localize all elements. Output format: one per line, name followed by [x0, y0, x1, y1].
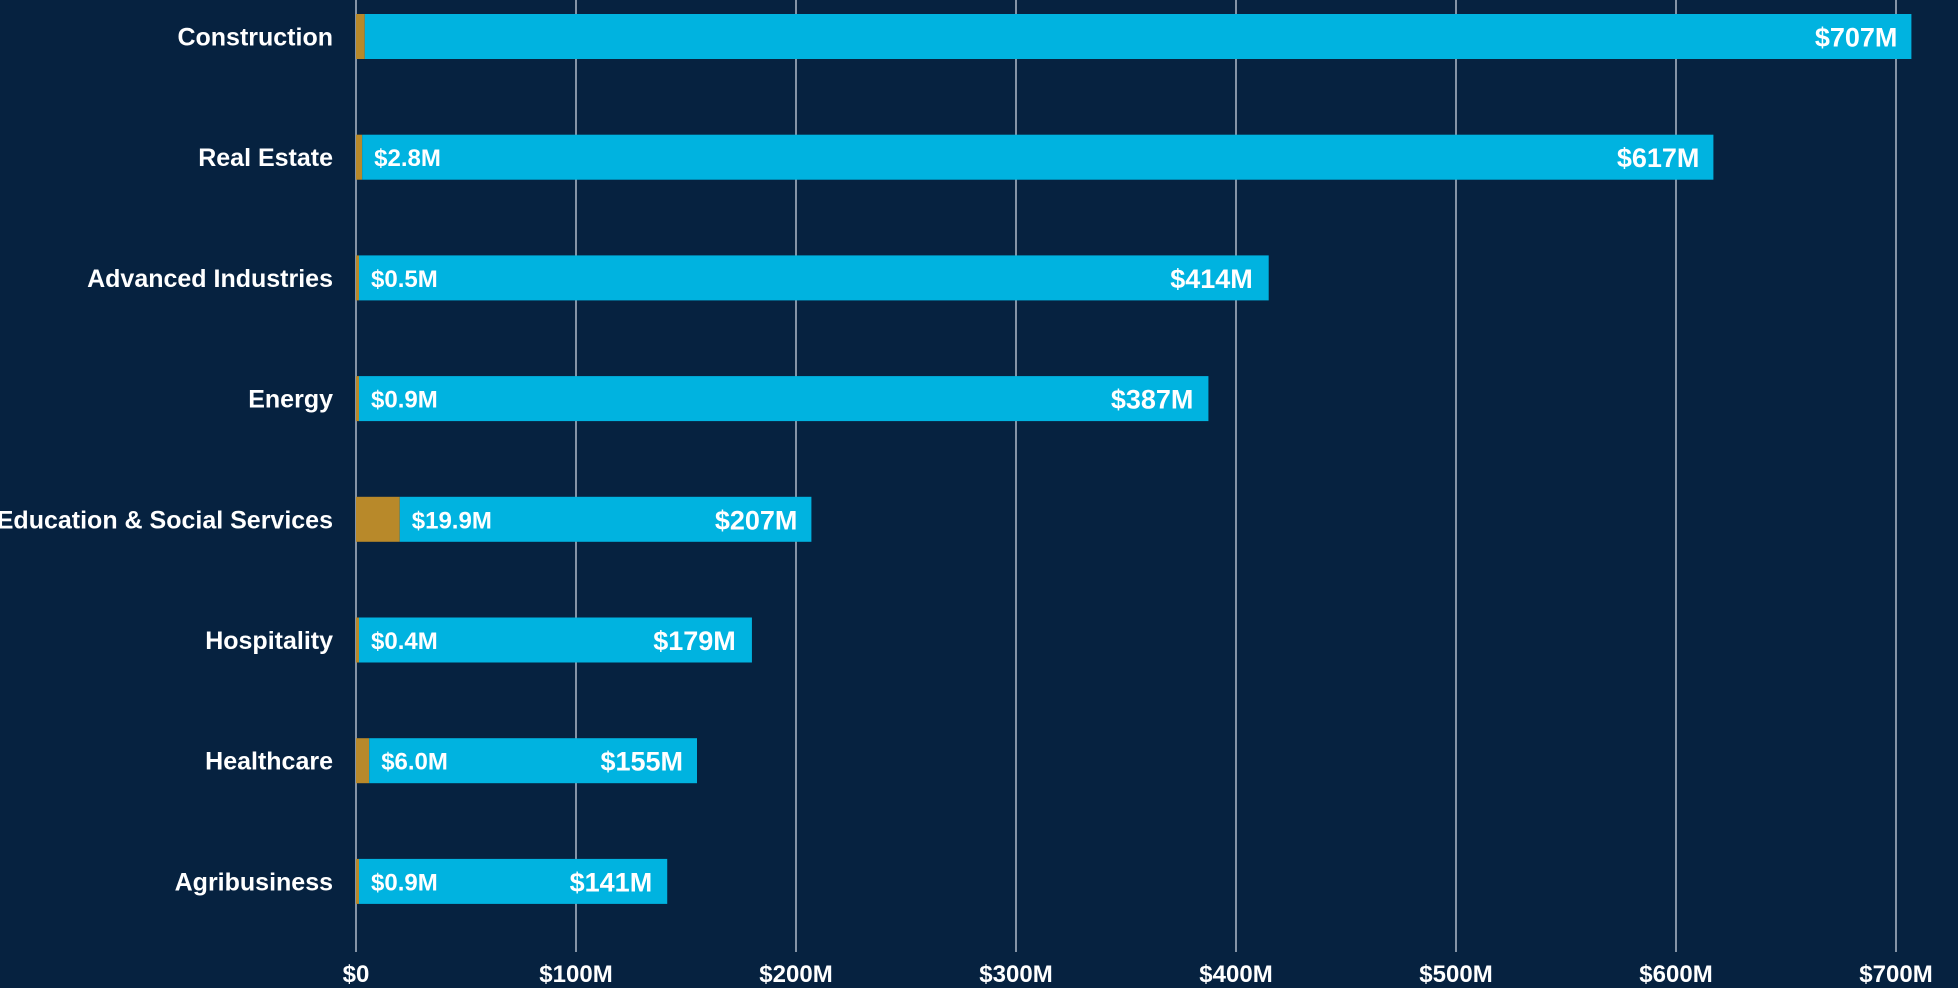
x-tick-label: $700M — [1859, 961, 1932, 988]
small-value-label: $0.4M — [371, 628, 438, 655]
x-tick-label: $300M — [979, 961, 1052, 988]
bar-segment-small — [356, 738, 370, 784]
total-value-label: $707M — [1815, 23, 1898, 53]
x-tick-label: $0 — [343, 961, 370, 988]
bars — [356, 14, 1912, 904]
bar-segment-small — [356, 496, 400, 542]
category-label: Energy — [248, 386, 333, 414]
bar-segment-main — [364, 14, 1912, 59]
small-value-label: $6.0M — [381, 749, 448, 776]
small-value-label: $0.9M — [371, 387, 438, 414]
small-value-label: $0.5M — [371, 266, 438, 293]
x-tick-label: $200M — [759, 961, 832, 988]
small-value-label: $2.8M — [374, 145, 441, 172]
bar-segment-main — [399, 496, 812, 542]
total-value-label: $387M — [1111, 385, 1194, 415]
bar-segment-main — [362, 134, 1714, 180]
bar-segment-main — [359, 617, 752, 663]
category-label: Hospitality — [205, 627, 333, 655]
x-tick-label: $500M — [1419, 961, 1492, 988]
category-label: Healthcare — [205, 748, 333, 776]
small-value-label: $19.9M — [412, 507, 492, 534]
bar-segment-small — [356, 617, 359, 663]
bar-segment-small — [356, 255, 359, 301]
category-label: Construction — [177, 24, 333, 52]
bar-segment-main — [369, 738, 697, 784]
total-value-label: $155M — [600, 747, 683, 777]
bar-segment-small — [356, 134, 363, 180]
bar-segment-main — [359, 858, 668, 904]
bar-segment-small — [356, 858, 359, 904]
total-value-label: $617M — [1617, 143, 1700, 173]
category-label: Advanced Industries — [87, 265, 333, 293]
bar-segment-main — [359, 376, 1209, 422]
x-tick-label: $100M — [539, 961, 612, 988]
x-tick-label: $400M — [1199, 961, 1272, 988]
small-value-label: $0.9M — [371, 869, 438, 896]
bar-segment-small — [356, 14, 365, 59]
labels: $0 $100M $200M $300M $400M $500M $600M $700M Con… — [0, 23, 1933, 988]
total-value-label: $179M — [653, 626, 736, 656]
x-tick-label: $600M — [1639, 961, 1712, 988]
total-value-label: $207M — [715, 505, 798, 535]
category-label: Agribusiness — [175, 868, 333, 896]
total-value-label: $141M — [570, 867, 653, 897]
category-label: Education & Social Services — [0, 506, 333, 534]
bar-segment-small — [356, 376, 359, 422]
category-label: Real Estate — [198, 144, 333, 172]
bar-segment-main — [359, 255, 1269, 301]
total-value-label: $414M — [1170, 264, 1253, 294]
